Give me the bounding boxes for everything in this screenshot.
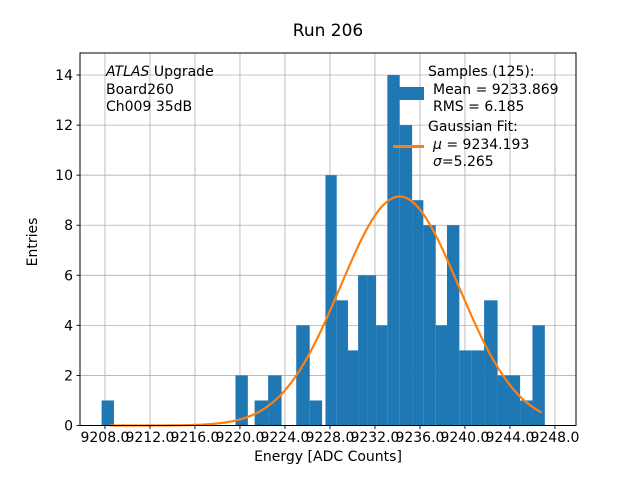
- legend-sigma-value: σ=5.265: [433, 154, 494, 170]
- legend-mean-value: Mean = 9233.869: [433, 81, 559, 98]
- y-tick-label: 4: [64, 318, 73, 334]
- histogram-bar: [446, 225, 460, 426]
- histogram-bar: [376, 325, 388, 426]
- histogram-bar: [520, 400, 533, 426]
- x-tick-label: 9208.0: [80, 430, 129, 446]
- histogram-bar: [412, 200, 424, 426]
- histogram-bar: [532, 325, 545, 426]
- atlas-upgrade-label: Upgrade: [149, 64, 214, 80]
- y-tick-label: 12: [55, 118, 73, 134]
- histogram-bar: [423, 225, 436, 426]
- histogram-bar: [509, 375, 521, 426]
- histogram-bar: [484, 300, 498, 426]
- atlas-annotation: ATLAS Upgrade Board260 Ch009 35dB: [106, 64, 214, 117]
- axes-frame: [79, 52, 577, 426]
- histogram-bar: [347, 350, 359, 426]
- x-tick-label: 9236.0: [395, 430, 444, 446]
- legend-fit-header: Gaussian Fit:: [428, 119, 518, 135]
- y-tick-label: 6: [64, 268, 73, 284]
- board-label: Board260: [106, 81, 174, 98]
- legend-rms-value: RMS = 6.185: [433, 99, 525, 115]
- plot-title: Run 206: [292, 21, 364, 41]
- legend-fit-block: Gaussian Fit: μ = 9234.193 σ=5.265: [428, 119, 529, 172]
- x-tick-label: 9220.0: [215, 430, 264, 446]
- histogram-bar: [399, 125, 413, 426]
- histogram-bar: [367, 275, 377, 426]
- x-tick-label: 9224.0: [260, 430, 309, 446]
- histogram-bar: [336, 300, 348, 426]
- legend-fit-line-swatch: [393, 145, 424, 148]
- x-tick-label: 9212.0: [125, 430, 174, 446]
- channel-label: Ch009 35dB: [106, 99, 193, 115]
- legend-histogram-swatch: [393, 87, 424, 100]
- histogram-bar: [325, 175, 337, 426]
- legend-mu-value: μ = 9234.193: [433, 136, 530, 153]
- x-tick-label: 9216.0: [170, 430, 219, 446]
- y-tick-label: 14: [55, 68, 73, 84]
- histogram-bar: [387, 75, 400, 426]
- histogram-bar: [435, 325, 447, 426]
- x-axis-label: Energy [ADC Counts]: [254, 449, 402, 465]
- atlas-annotation-line1: ATLAS Upgrade: [106, 64, 214, 82]
- legend-samples-header: Samples (125):: [428, 64, 535, 80]
- y-tick-label: 0: [64, 419, 73, 435]
- y-tick-label: 10: [55, 168, 73, 184]
- histogram-bar: [309, 400, 323, 426]
- x-tick-label: 9240.0: [440, 430, 489, 446]
- y-tick-label: 2: [64, 368, 73, 384]
- legend-samples-block: Samples (125): Mean = 9233.869 RMS = 6.1…: [428, 64, 559, 117]
- histogram-bar: [296, 325, 310, 426]
- histogram-bar: [497, 375, 510, 426]
- x-tick-label: 9232.0: [350, 430, 399, 446]
- atlas-label: ATLAS: [106, 64, 150, 80]
- y-tick-label: 8: [64, 218, 73, 234]
- histogram-bar: [459, 350, 472, 426]
- histogram-bar: [101, 400, 114, 426]
- histogram-bar: [358, 275, 368, 426]
- x-tick-label: 9228.0: [305, 430, 354, 446]
- histogram-bar: [471, 350, 485, 426]
- histogram-bar: [254, 400, 269, 426]
- x-tick-label: 9244.0: [485, 430, 534, 446]
- x-tick-label: 9248.0: [530, 430, 579, 446]
- histogram-bar: [235, 375, 248, 426]
